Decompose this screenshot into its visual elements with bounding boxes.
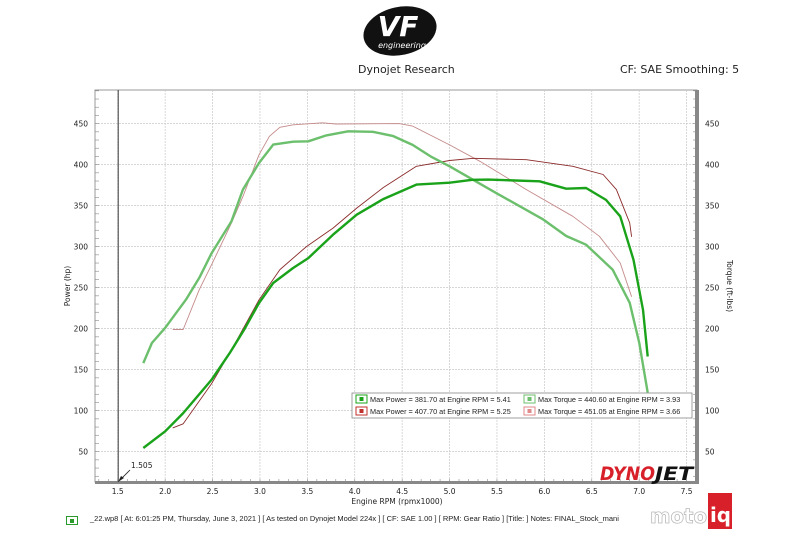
x-tick-label: 3.0 (254, 487, 266, 496)
run-color-icon[interactable] (66, 516, 78, 525)
svg-text:iq: iq (710, 503, 731, 527)
y-tick-label: 200 (74, 325, 89, 334)
y2-tick-label: 250 (705, 284, 720, 293)
legend-swatch-fill (359, 409, 364, 413)
svg-text:JET: JET (650, 463, 695, 485)
cursor-marker[interactable]: 1.505 (117, 90, 153, 482)
svg-text:DYNO: DYNO (600, 463, 655, 485)
grid (95, 90, 697, 482)
x-tick-label: 2.5 (207, 487, 219, 496)
series-lines (142, 122, 649, 449)
torque-green-line (142, 130, 649, 393)
x-axis-label: Engine RPM (rpmx1000) (351, 497, 442, 506)
y2-tick-label: 100 (705, 407, 720, 416)
y-tick-label: 100 (74, 407, 89, 416)
motoiq-watermark: moto iq (650, 493, 732, 529)
right-title: CF: SAE Smoothing: 5 (620, 63, 740, 76)
y-axis-label: Power (hp) (63, 266, 72, 307)
legend-entry: Max Torque = 451.05 at Engine RPM = 3.66 (538, 407, 680, 416)
y2-tick-label: 400 (705, 161, 720, 170)
svg-text:moto: moto (650, 504, 707, 528)
svg-text:engineering: engineering (378, 41, 426, 50)
y2-tick-label: 50 (705, 448, 715, 457)
legend: Max Power = 381.70 at Engine RPM = 5.41 M… (351, 392, 693, 419)
y-tick-label: 50 (78, 448, 88, 457)
vf-engineering-logo: VF engineering (363, 6, 437, 56)
legend-entry: Max Torque = 440.60 at Engine RPM = 3.93 (538, 395, 680, 404)
x-tick-label: 5.0 (444, 487, 456, 496)
right-axis-bar (695, 90, 699, 484)
x-tick-label: 7.5 (681, 487, 693, 496)
svg-text:VF: VF (378, 10, 419, 43)
x-tick-label: 6.0 (538, 487, 550, 496)
plot-area (94, 89, 698, 483)
dynojet-logo: DYNO JET (600, 463, 695, 485)
y2-tick-label: 350 (705, 202, 720, 211)
y2-tick-label: 150 (705, 366, 720, 375)
y2-tick-label: 300 (705, 243, 720, 252)
x-tick-label: 4.0 (349, 487, 361, 496)
x-tick-label: 5.5 (491, 487, 503, 496)
y-tick-label: 450 (74, 120, 89, 129)
y-tick-label: 400 (74, 161, 89, 170)
y-tick-label: 150 (74, 366, 89, 375)
legend-entry: Max Power = 407.70 at Engine RPM = 5.25 (370, 407, 511, 416)
legend-swatch-fill (359, 397, 364, 401)
y-tick-label: 250 (74, 284, 89, 293)
x-tick-label: 4.5 (396, 487, 408, 496)
y-tick-label: 300 (74, 243, 89, 252)
x-tick-label: 6.5 (586, 487, 598, 496)
x-tick-label: 1.5 (112, 487, 124, 496)
bottom-axis-bar (95, 481, 699, 484)
legend-entry: Max Power = 381.70 at Engine RPM = 5.41 (370, 395, 511, 404)
x-tick-label: 3.5 (301, 487, 313, 496)
legend-swatch-fill (527, 409, 532, 413)
legend-swatch-fill (527, 397, 532, 401)
power-green-line (142, 178, 649, 449)
y-tick-label: 350 (74, 202, 89, 211)
y2-axis-label: Torque (ft-lbs) (725, 259, 734, 312)
cursor-label: 1.505 (131, 461, 153, 470)
torque-red-line (172, 122, 633, 330)
left-title: Dynojet Research (358, 63, 455, 76)
x-tick-label: 7.0 (633, 487, 645, 496)
y2-tick-label: 200 (705, 325, 720, 334)
run-notes: _22.wp8 [ At: 6:01:25 PM, Thursday, June… (90, 514, 619, 523)
x-tick-label: 2.0 (159, 487, 171, 496)
y2-tick-label: 450 (705, 120, 720, 129)
